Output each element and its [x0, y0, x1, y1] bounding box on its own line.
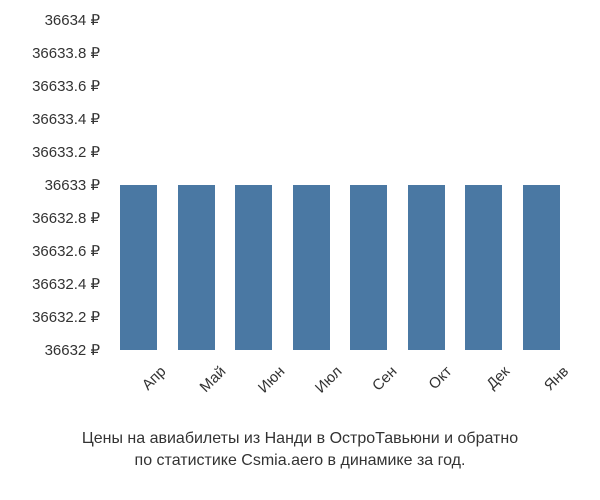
y-tick-label: 36632.8 ₽ — [32, 209, 100, 227]
price-chart: 36634 ₽ 36633.8 ₽ 36633.6 ₽ 36633.4 ₽ 36633.… — [0, 0, 600, 500]
y-tick-label: 36633.8 ₽ — [32, 44, 100, 62]
x-tick-label: Дек — [483, 363, 513, 393]
x-tick-label: Окт — [426, 363, 456, 393]
chart-caption-line1: Цены на авиабилеты из Нанди в ОстроТавью… — [0, 428, 600, 450]
y-tick-label: 36632.2 ₽ — [32, 308, 100, 326]
bar — [465, 185, 502, 350]
bar — [120, 185, 157, 350]
y-tick-label: 36632.6 ₽ — [32, 242, 100, 260]
bar — [523, 185, 560, 350]
y-tick-label: 36632 ₽ — [45, 341, 100, 359]
x-tick-label: Июн — [255, 363, 288, 396]
bar — [235, 185, 272, 350]
x-tick-label: Май — [197, 363, 230, 396]
y-axis: 36634 ₽36633.8 ₽36633.6 ₽36633.4 ₽36633.… — [0, 20, 105, 350]
y-tick-label: 36633 ₽ — [45, 176, 100, 194]
y-tick-label: 36633.6 ₽ — [32, 77, 100, 95]
bar — [293, 185, 330, 350]
x-axis: Апр Май Июн Июл Сен Окт Дек Янв — [110, 355, 570, 415]
x-tick-label: Янв — [541, 363, 572, 394]
x-tick-label: Апр — [139, 363, 170, 394]
y-tick-label: 36634 ₽ — [45, 11, 100, 29]
y-tick-label: 36633.4 ₽ — [32, 110, 100, 128]
y-tick-label: 36632.4 ₽ — [32, 275, 100, 293]
bar — [178, 185, 215, 350]
bar — [350, 185, 387, 350]
bar — [408, 185, 445, 350]
plot-area — [110, 20, 570, 350]
y-tick-label: 36633.2 ₽ — [32, 143, 100, 161]
chart-caption-line2: по статистике Csmia.aero в динамике за г… — [0, 450, 600, 472]
x-tick-label: Июл — [312, 363, 346, 397]
x-tick-label: Сен — [369, 363, 400, 394]
